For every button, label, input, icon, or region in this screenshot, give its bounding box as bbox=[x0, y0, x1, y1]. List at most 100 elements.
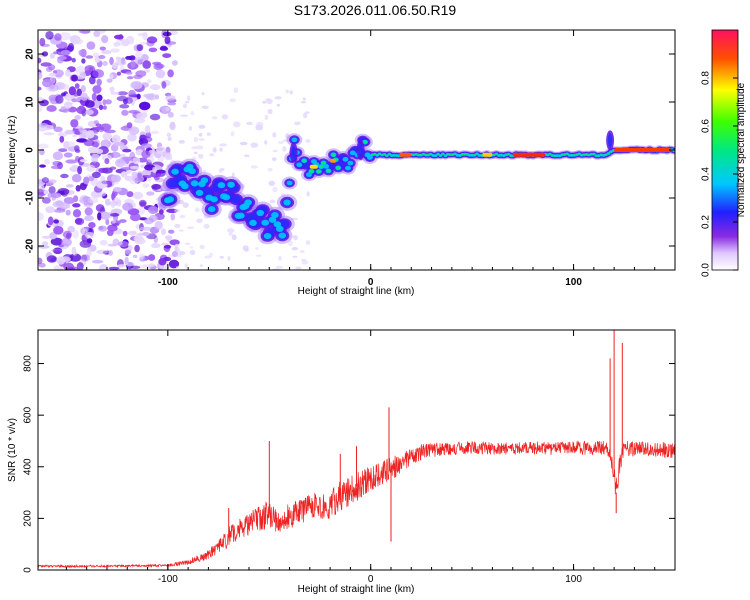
spectrogram-noise-blob bbox=[161, 107, 168, 113]
spectrogram-noise-blob bbox=[275, 265, 284, 269]
spectrogram-noise-blob bbox=[92, 85, 102, 94]
spectrogram-ridge-mark bbox=[383, 153, 386, 156]
spectrogram-noise-blob bbox=[38, 188, 45, 198]
spectrogram-noise-blob bbox=[63, 141, 70, 149]
spectrogram-noise-blob bbox=[132, 191, 144, 200]
spectrogram-noise-blob bbox=[116, 95, 128, 102]
spectrogram-ridge-mark bbox=[453, 152, 457, 155]
spectrogram-noise-blob bbox=[136, 93, 141, 100]
spectrogram-ridge-mark bbox=[607, 152, 610, 155]
spectrogram-noise-blob bbox=[274, 96, 282, 100]
spectrogram-ridge-mark bbox=[597, 154, 600, 157]
spectrogram-noise-blob bbox=[178, 140, 185, 144]
spectrogram-noise-blob bbox=[152, 166, 158, 174]
snr-panel: -100 0 100 0 200 400 600 800 Height of straight… bbox=[7, 329, 676, 595]
spectrogram-noise-blob bbox=[105, 218, 110, 226]
spectrogram-noise-blob bbox=[54, 33, 62, 41]
spectrogram-noise-blob bbox=[120, 167, 131, 171]
spectrogram-noise-blob bbox=[126, 122, 133, 129]
spectrogram-ridge-mark bbox=[551, 154, 554, 157]
spectrogram-noise-blob bbox=[83, 176, 90, 185]
spectrogram-noise-blob bbox=[142, 183, 150, 189]
spectrogram-noise-blob bbox=[184, 263, 188, 269]
spectrogram-noise-blob bbox=[122, 202, 133, 211]
spectrogram-noise-blob bbox=[169, 121, 176, 131]
spectrogram-ridge-mark bbox=[497, 154, 501, 157]
spectrogram-ridge-mark bbox=[602, 154, 605, 157]
spectrogram-ridge-mark bbox=[347, 160, 354, 166]
spectrogram-noise-blob bbox=[135, 223, 140, 230]
spectrogram-ridge-mark bbox=[291, 137, 298, 143]
spectrogram-noise-blob bbox=[95, 123, 102, 127]
spectrogram-ridge-mark bbox=[444, 154, 447, 157]
spectrogram-noise-blob bbox=[75, 65, 86, 75]
spectrogram-noise-blob bbox=[38, 257, 43, 265]
spectrogram-noise-blob bbox=[199, 244, 205, 250]
spectrogram-noise-blob bbox=[170, 213, 176, 221]
spectrogram-ridge-mark bbox=[419, 154, 423, 157]
spectrogram-ridge-mark bbox=[283, 199, 291, 206]
spectrogram-noise-blob bbox=[177, 250, 182, 256]
spectrogram-noise-blob bbox=[191, 146, 198, 150]
spectrogram-noise-blob bbox=[110, 144, 119, 152]
spectrogram-noise-blob bbox=[295, 266, 302, 270]
spectrogram-noise-blob bbox=[272, 132, 277, 138]
snr-marks bbox=[38, 330, 675, 569]
spectrogram-noise-blob bbox=[71, 165, 79, 170]
spectrogram-noise-blob bbox=[61, 237, 72, 247]
spectrogram-noise-blob bbox=[142, 136, 153, 143]
spectrogram-ridge-mark bbox=[585, 153, 588, 156]
spectrogram-ridge-mark bbox=[395, 154, 398, 157]
spectrogram-noise-blob bbox=[130, 81, 143, 90]
spectrogram-noise-blob bbox=[231, 234, 237, 241]
spectrogram-noise-blob bbox=[67, 225, 75, 233]
spectrogram-noise-blob bbox=[38, 212, 44, 221]
spectrogram-ridge-mark bbox=[336, 166, 341, 170]
spectrogram-noise-blob bbox=[38, 263, 46, 268]
spectrogram-noise-blob bbox=[209, 153, 214, 157]
spectrogram-noise-blob bbox=[98, 55, 106, 59]
spectrogram-noise-blob bbox=[212, 147, 217, 153]
spectrogram-noise-blob bbox=[219, 143, 228, 147]
spectrogram-ridge-mark bbox=[390, 154, 393, 157]
spectrogram-ridge-mark bbox=[502, 154, 505, 157]
snr-ytick-label: 400 bbox=[23, 458, 34, 475]
colorbar-tick-label: 0.4 bbox=[701, 167, 712, 181]
spectrogram-ridge-mark bbox=[342, 156, 349, 162]
spectrogram-noise-blob bbox=[150, 130, 160, 135]
spectrogram-noise-blob bbox=[72, 203, 81, 208]
spectrogram-noise-blob bbox=[108, 249, 113, 256]
spectrogram-noise-blob bbox=[227, 256, 231, 261]
spectrogram-noise-blob bbox=[265, 98, 270, 101]
spectrogram-noise-blob bbox=[71, 174, 82, 183]
spectrogram-noise-blob bbox=[112, 187, 122, 192]
spectrogram-noise-blob bbox=[262, 100, 267, 104]
spectrogram-ridge-mark bbox=[296, 162, 303, 168]
spectrogram-noise-blob bbox=[81, 228, 88, 236]
page-title: S173.2026.011.06.50.R19 bbox=[293, 2, 457, 18]
spectrogram-noise-blob bbox=[99, 123, 112, 132]
spectrogram-noise-blob bbox=[288, 240, 293, 247]
spectrogram-noise-blob bbox=[137, 172, 143, 179]
spectrogram-noise-blob bbox=[41, 197, 51, 204]
spectrogram-noise-blob bbox=[196, 218, 203, 224]
spectrogram-noise-blob bbox=[301, 258, 306, 262]
spectrogram-ridge-mark bbox=[207, 206, 216, 213]
spectrogram-ridge-mark bbox=[553, 154, 557, 157]
spectrogram-noise-blob bbox=[239, 141, 248, 146]
spectrogram-noise-blob bbox=[139, 101, 151, 111]
spectrogram-noise-blob bbox=[110, 174, 122, 183]
spectrogram-noise-blob bbox=[162, 53, 172, 58]
spectrogram-ridge-mark bbox=[256, 209, 265, 217]
colorbar-tick-label: 0.2 bbox=[701, 215, 712, 229]
spectrogram-noise-blob bbox=[165, 152, 172, 159]
spectrogram-noise-blob bbox=[305, 139, 311, 144]
spectrogram-noise-blob bbox=[110, 201, 116, 209]
colorbar-gradient bbox=[711, 29, 739, 271]
spectrogram-noise-blob bbox=[109, 74, 114, 79]
spectrogram-noise-blob bbox=[136, 112, 147, 120]
spectrogram-noise-blob bbox=[58, 148, 68, 153]
spectrogram-noise-blob bbox=[132, 254, 138, 258]
spectrogram-noise-blob bbox=[97, 212, 102, 221]
